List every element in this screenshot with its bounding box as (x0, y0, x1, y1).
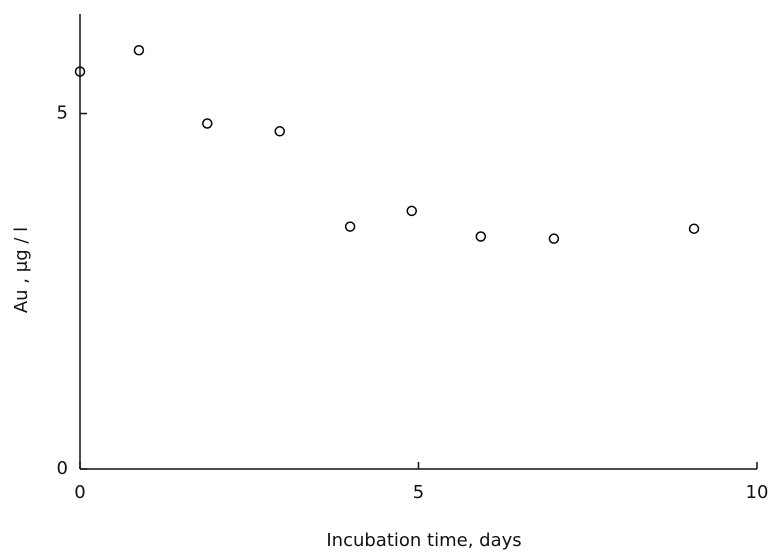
x-axis-label: Incubation time, days (326, 530, 521, 551)
point (344, 221, 356, 232)
point (688, 223, 700, 234)
x-tick-label: 10 (746, 482, 769, 503)
point (202, 118, 213, 129)
point (475, 231, 487, 242)
x-tick-label: 5 (413, 482, 424, 503)
y-tick-label: 5 (57, 103, 68, 124)
point (74, 66, 86, 77)
point (133, 45, 145, 56)
x-tick-label: 0 (74, 482, 85, 503)
y-tick-label: 0 (57, 458, 68, 479)
point (406, 205, 417, 217)
point (548, 233, 560, 244)
y-axis-label: Au , μg / l (11, 227, 32, 313)
point (274, 126, 285, 137)
